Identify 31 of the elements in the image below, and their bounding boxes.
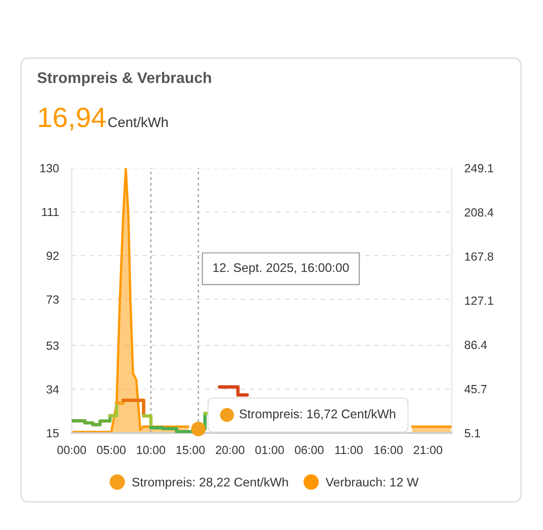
x-tick-label: 15:00: [176, 446, 205, 454]
chart-subtitle: 16,94: [39, 108, 106, 131]
x-tick-label: 21:00: [414, 446, 442, 454]
y-tick-label: 92: [46, 252, 59, 260]
y2-tick-label: 86.4: [464, 340, 487, 350]
y2-tick-label: 208.4: [464, 208, 494, 217]
annotation: 12. Sept. 2025, 16:00:00: [213, 263, 349, 275]
y-tick-label: 73: [46, 295, 59, 304]
y-tick-label: 15: [46, 429, 59, 438]
x-tick-label: 00:00: [57, 446, 86, 454]
chart-title: Strompreis & Verbrauch: [37, 72, 211, 86]
text: Cent/kWh: [108, 116, 168, 128]
legend-label: Verbrauch: 12 W: [326, 477, 419, 487]
legend-label: Strompreis: 28,22 Cent/kWh: [132, 477, 288, 490]
y-tick-label: 53: [46, 341, 59, 350]
x-tick-label: 06:00: [294, 446, 324, 454]
y2-tick-label: 45.7: [464, 385, 487, 394]
y2-tick-label: 5.1: [464, 429, 480, 438]
y-tick-label: 130: [40, 164, 59, 172]
y-tick-label: 111: [42, 208, 59, 216]
y-tick-label: 34: [46, 385, 59, 394]
x-tick-label: 20:00: [216, 446, 244, 454]
x-tick-label: 11:00: [335, 446, 363, 454]
y2-tick-label: 167.8: [465, 252, 494, 261]
y2-tick-label: 249.1: [464, 164, 494, 172]
x-tick-label: 16:00: [374, 446, 403, 454]
y2-tick-label: 127.1: [465, 296, 494, 305]
x-tick-label: 10:00: [136, 446, 166, 454]
x-tick-label: 01:00: [255, 446, 284, 454]
annotation: Strompreis: 16,72 Cent/kWh: [240, 409, 396, 421]
x-tick-label: 05:00: [96, 446, 126, 454]
